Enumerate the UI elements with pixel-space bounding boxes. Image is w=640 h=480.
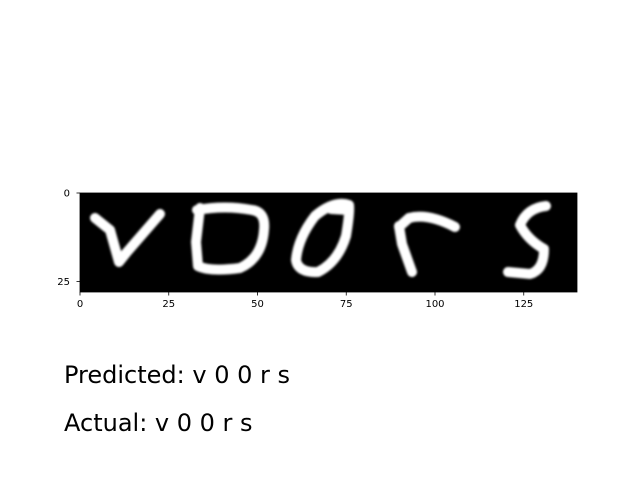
handwritten-glyph-s <box>503 201 551 279</box>
actual-label: Actual: <box>64 409 148 437</box>
x-tick-label: 50 <box>251 299 264 310</box>
handwritten-glyph-0-first <box>191 202 270 275</box>
predicted-text: v 0 0 r s <box>192 361 291 389</box>
y-tick-label: 0 <box>64 189 70 200</box>
predicted-label: Predicted: <box>64 361 185 389</box>
actual-text: v 0 0 r s <box>154 409 253 437</box>
handwritten-glyph-v <box>90 209 165 267</box>
y-tick-label: 25 <box>57 277 70 288</box>
x-axis-ticks: 0 25 50 75 100 125 <box>77 292 533 310</box>
x-tick-label: 125 <box>514 299 533 310</box>
predicted-line: Predicted: v 0 0 r s <box>64 361 290 389</box>
handwritten-glyph-0-second <box>291 198 355 278</box>
x-tick-label: 100 <box>425 299 444 310</box>
actual-line: Actual: v 0 0 r s <box>64 409 253 437</box>
image-axes <box>80 193 577 292</box>
handwritten-glyph-r <box>394 211 460 277</box>
y-axis-ticks: 0 25 <box>57 189 80 288</box>
x-tick-label: 75 <box>340 299 353 310</box>
image-frame <box>79 192 578 293</box>
x-tick-label: 0 <box>77 299 83 310</box>
x-tick-label: 25 <box>162 299 175 310</box>
